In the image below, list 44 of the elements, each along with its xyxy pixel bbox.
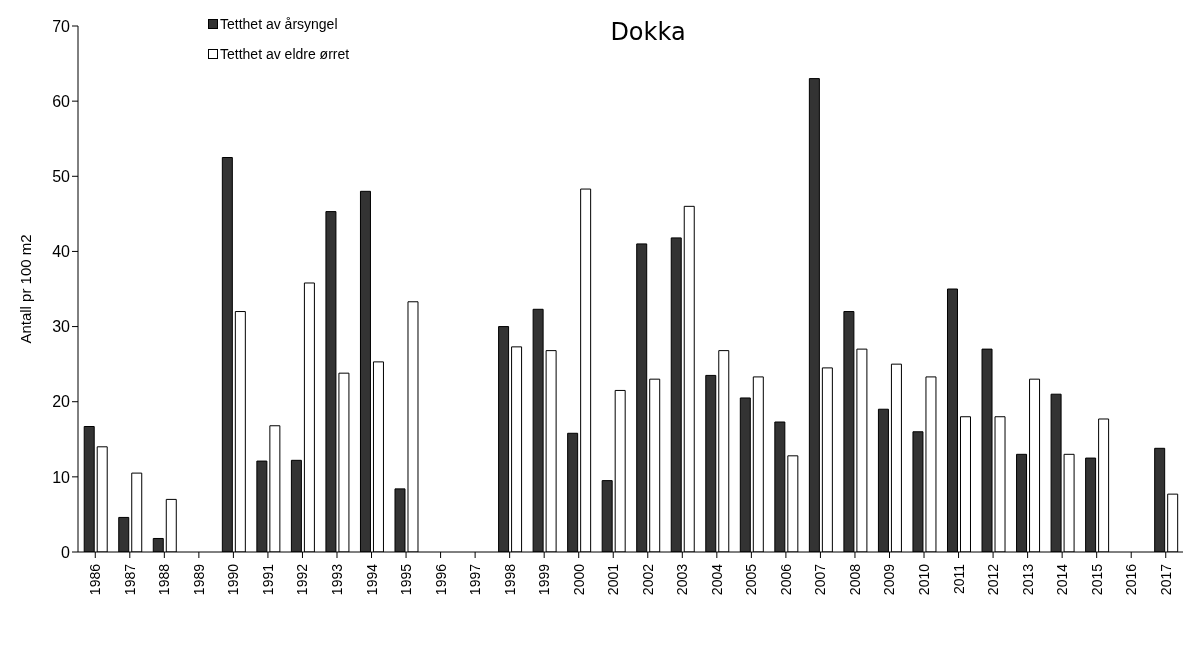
y-tick-label: 30 (52, 318, 71, 336)
x-tick-label: 1991 (259, 563, 276, 596)
y-axis-title: Antall pr 100 m2 (17, 234, 35, 344)
x-tick-label: 1998 (501, 563, 518, 596)
x-tick-label: 1989 (190, 563, 207, 596)
x-tick-label: 2008 (846, 563, 863, 596)
legend-label: Tetthet av eldre ørret (220, 46, 350, 62)
y-tick-label: 0 (61, 543, 71, 561)
y-tick-label: 20 (52, 393, 71, 411)
x-tick-label: 2010 (916, 563, 933, 596)
x-tick-label: 2012 (985, 563, 1002, 596)
y-tick-label: 50 (52, 167, 71, 185)
x-tick-label: 2006 (777, 563, 794, 596)
x-tick-label: 2013 (1019, 563, 1036, 596)
x-tick-label: 2007 (812, 563, 829, 596)
x-tick-label: 1999 (536, 563, 553, 596)
x-tick-label: 1986 (87, 563, 104, 596)
x-tick-label: 2000 (570, 563, 587, 596)
legend-label: Tetthet av årsyngel (220, 16, 338, 32)
x-tick-label: 1996 (432, 563, 449, 596)
y-tick-label: 40 (52, 243, 71, 261)
x-tick-label: 2011 (950, 563, 967, 595)
x-tick-label: 2017 (1157, 563, 1174, 596)
x-tick-label: 2014 (1054, 563, 1071, 596)
x-tick-label: 1993 (328, 563, 345, 596)
x-tick-label: 1988 (156, 563, 173, 596)
x-tick-label: 2016 (1123, 563, 1140, 596)
x-tick-label: 1995 (398, 563, 415, 596)
x-tick-label: 2001 (605, 563, 622, 596)
x-tick-label: 2005 (743, 563, 760, 596)
x-tick-label: 2015 (1088, 563, 1105, 596)
x-tick-label: 2004 (708, 563, 725, 596)
x-tick-label: 2009 (881, 563, 898, 596)
y-tick-label: 10 (52, 468, 71, 486)
y-tick-label: 60 (52, 92, 71, 110)
x-tick-label: 1992 (294, 563, 311, 596)
x-tick-label: 2003 (674, 563, 691, 596)
x-tick-label: 1987 (121, 563, 138, 596)
x-tick-label: 1990 (225, 563, 242, 596)
x-tick-label: 2002 (639, 563, 656, 596)
y-tick-label: 70 (52, 17, 71, 35)
x-tick-label: 1994 (363, 563, 380, 596)
chart-title: Dokka (610, 18, 686, 46)
x-tick-label: 1997 (467, 563, 484, 596)
